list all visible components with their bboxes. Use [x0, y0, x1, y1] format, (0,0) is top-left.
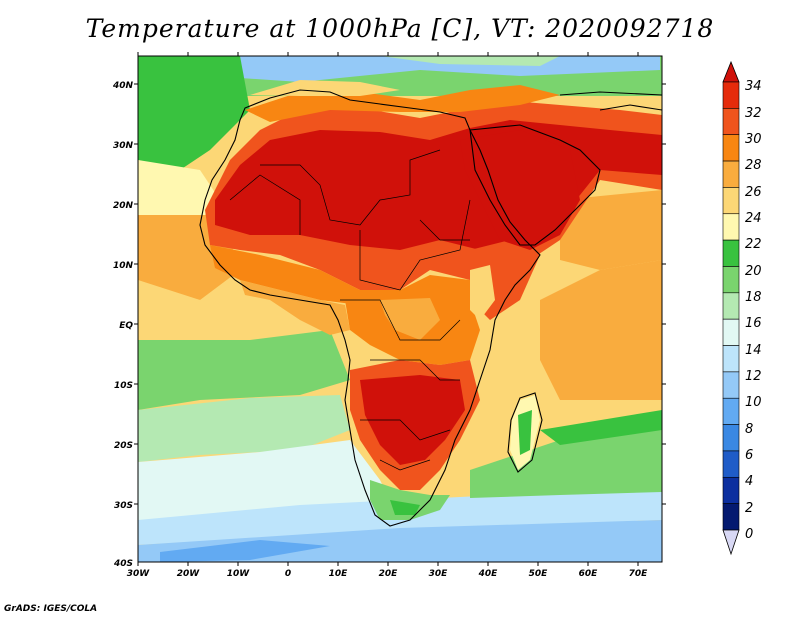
colorbar-label: 28 [745, 158, 762, 173]
colorbar-label: 12 [745, 369, 762, 384]
colorbar-label: 2 [745, 501, 753, 516]
colorbar-label: 24 [745, 211, 762, 226]
colorbar-label: 26 [745, 185, 762, 200]
colorbar-bottom-triangle [722, 529, 740, 556]
lat-label: 30N [113, 141, 134, 151]
lon-label: 20W [177, 569, 201, 579]
lat-label: EQ [119, 321, 133, 331]
longitude-labels: 30W 20W 10W 0 10E 20E 30E 40E 50E 60E 70… [127, 569, 648, 579]
colorbar-segment [722, 450, 740, 478]
colorbar-segment [722, 108, 740, 136]
lon-label: 50E [529, 569, 549, 579]
lon-label: 30W [127, 569, 151, 579]
lon-label: 10E [329, 569, 349, 579]
colorbar-segment [722, 213, 740, 241]
coastlines [199, 89, 662, 527]
colorbar-label: 20 [745, 264, 762, 279]
colorbar-segment [722, 134, 740, 162]
colorbar-segment [722, 292, 740, 320]
colorbar-label: 16 [745, 316, 762, 331]
colorbar-segment [722, 81, 740, 109]
colorbar-segment [722, 397, 740, 425]
lat-label: 20S [114, 441, 133, 451]
colorbar [722, 60, 740, 556]
colorbar-label: 32 [745, 106, 762, 121]
colorbar-segment [722, 187, 740, 215]
lat-label: 20N [113, 201, 134, 211]
axis-ticks [134, 52, 666, 566]
lon-label: 20E [379, 569, 399, 579]
colorbar-segment [722, 476, 740, 504]
lat-label: 10N [113, 261, 134, 271]
lat-label: 40N [112, 81, 134, 91]
colorbar-top-triangle [722, 60, 740, 83]
lat-label: 40S [113, 559, 133, 569]
colorbar-labels: 34 32 30 28 26 24 22 20 18 16 14 12 10 8… [745, 79, 762, 542]
lon-label: 70E [629, 569, 649, 579]
country-borders [229, 149, 471, 471]
colorbar-segment [722, 318, 740, 346]
lat-label: 10S [114, 381, 133, 391]
colorbar-label: 0 [745, 527, 753, 542]
colorbar-label: 10 [745, 395, 762, 410]
lon-label: 10W [227, 569, 251, 579]
colorbar-label: 14 [745, 343, 762, 358]
colorbar-label: 18 [745, 290, 762, 305]
colorbar-label: 30 [745, 132, 762, 147]
colorbar-segment [722, 371, 740, 399]
colorbar-label: 4 [745, 474, 753, 489]
colorbar-segment [722, 503, 740, 531]
lon-label: 0 [285, 569, 291, 579]
colorbar-segment [722, 345, 740, 373]
lon-label: 60E [579, 569, 599, 579]
colorbar-segment [722, 239, 740, 267]
map-frame [137, 55, 663, 563]
latitude-labels: 40N 30N 20N 10N EQ 10S 20S 30S 40S [112, 81, 134, 569]
colorbar-label: 8 [745, 422, 753, 437]
map-title: Temperature at 1000hPa [C], VT: 20200927… [85, 14, 715, 43]
land-temperature [205, 80, 662, 520]
lon-label: 30E [429, 569, 449, 579]
colorbar-segment [722, 424, 740, 452]
colorbar-label: 22 [745, 237, 762, 252]
colorbar-segment [722, 160, 740, 188]
colorbar-label: 34 [745, 79, 762, 94]
colorbar-segment [722, 266, 740, 294]
colorbar-label: 6 [745, 448, 753, 463]
lat-label: 30S [114, 501, 133, 511]
grads-credit: GrADS: IGES/COLA [4, 604, 98, 614]
lon-label: 40E [478, 569, 499, 579]
